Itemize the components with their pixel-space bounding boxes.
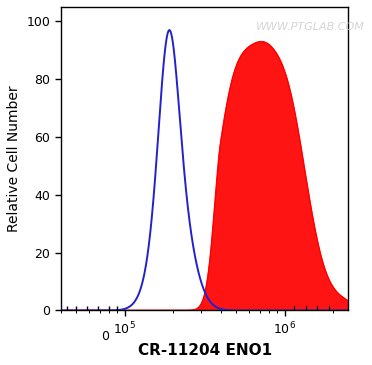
- X-axis label: CR-11204 ENO1: CR-11204 ENO1: [138, 343, 272, 358]
- Text: WWW.PTGLAB.COM: WWW.PTGLAB.COM: [256, 22, 365, 32]
- Text: 0: 0: [102, 330, 109, 343]
- Y-axis label: Relative Cell Number: Relative Cell Number: [7, 85, 21, 232]
